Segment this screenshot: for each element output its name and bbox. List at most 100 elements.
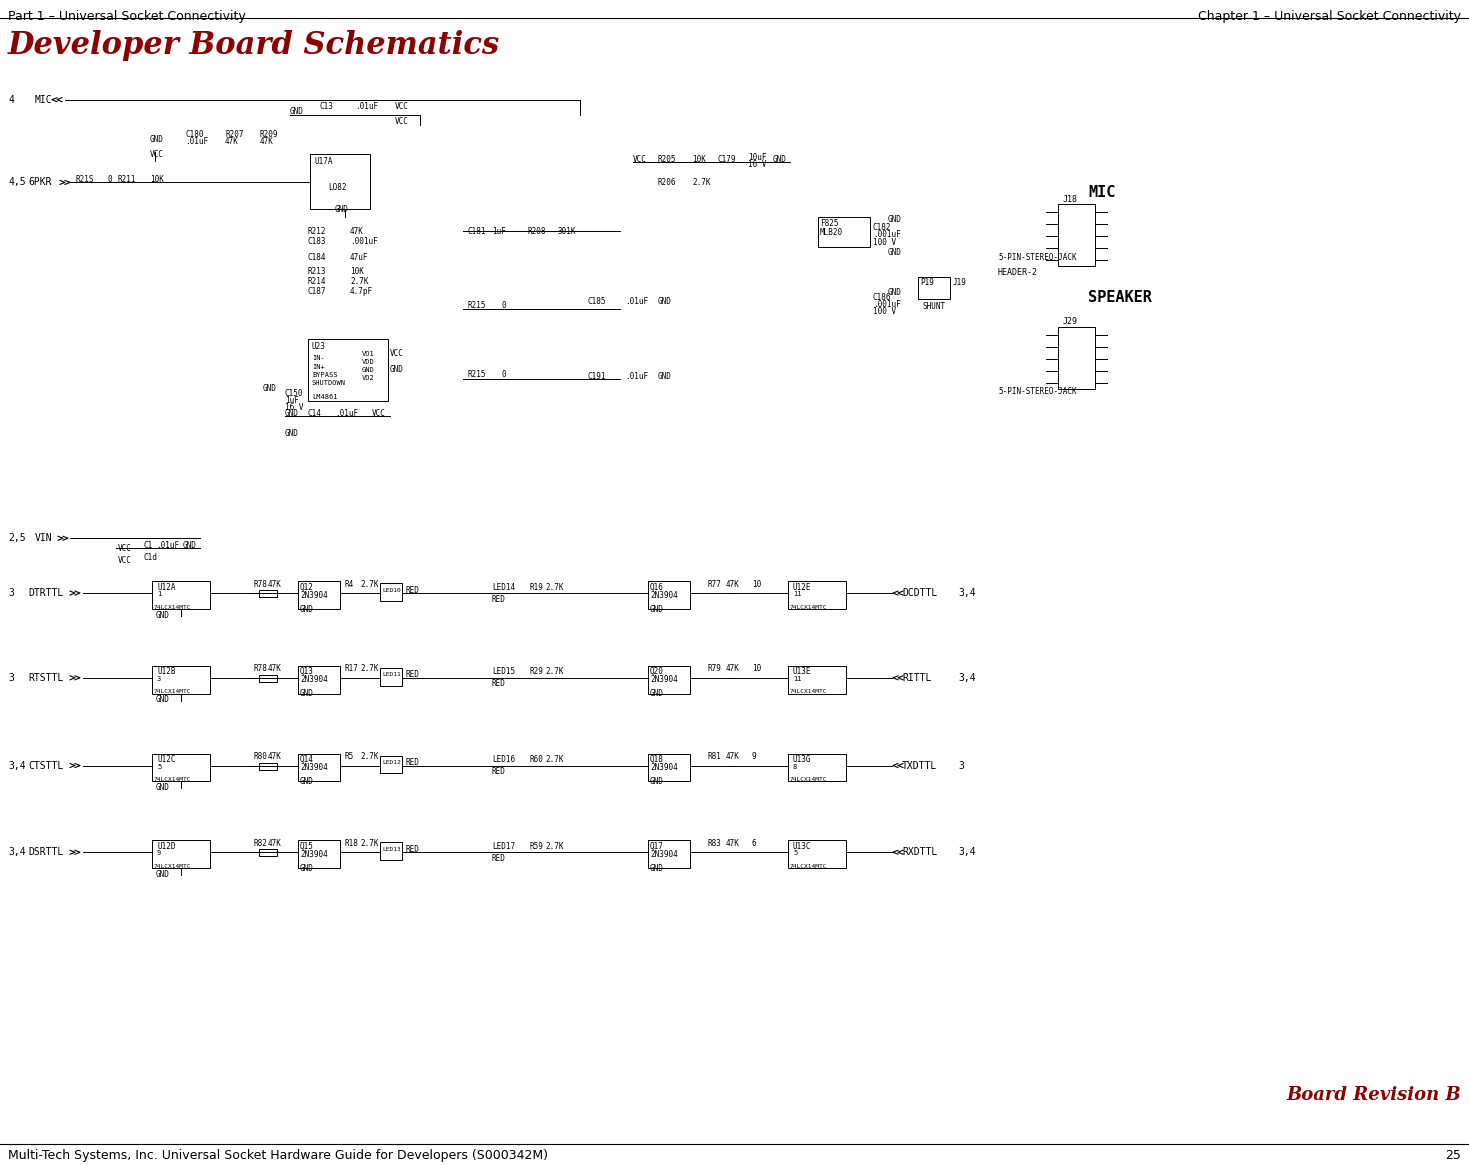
Text: R4: R4 bbox=[345, 580, 354, 588]
Text: .01uF: .01uF bbox=[156, 541, 179, 550]
Text: J29: J29 bbox=[1064, 317, 1078, 326]
Text: 2N3904: 2N3904 bbox=[300, 763, 328, 772]
Text: IN-: IN- bbox=[311, 355, 325, 361]
Text: R82: R82 bbox=[253, 839, 267, 848]
Text: LED11: LED11 bbox=[382, 672, 401, 677]
Text: GND: GND bbox=[300, 777, 314, 786]
Text: 4,5: 4,5 bbox=[7, 177, 25, 188]
Text: R213: R213 bbox=[308, 267, 326, 276]
Text: 3: 3 bbox=[7, 673, 13, 683]
Text: RED: RED bbox=[492, 854, 505, 863]
Text: VO2: VO2 bbox=[361, 375, 375, 381]
Text: RED: RED bbox=[405, 586, 420, 594]
Text: R18: R18 bbox=[345, 839, 358, 848]
Text: 47K: 47K bbox=[260, 137, 273, 146]
Text: C1d: C1d bbox=[142, 552, 157, 562]
Text: .001uF: .001uF bbox=[873, 230, 900, 239]
Text: GND: GND bbox=[184, 541, 197, 550]
Text: 10K: 10K bbox=[150, 175, 165, 184]
Text: C182: C182 bbox=[873, 223, 892, 232]
Text: RED: RED bbox=[492, 594, 505, 603]
Text: DSRTTL: DSRTTL bbox=[28, 847, 63, 857]
Text: 2N3904: 2N3904 bbox=[649, 849, 677, 859]
Text: C14: C14 bbox=[308, 409, 322, 418]
Text: 0: 0 bbox=[502, 301, 507, 310]
Text: U23: U23 bbox=[311, 343, 326, 352]
Text: R17: R17 bbox=[345, 664, 358, 673]
Text: RED: RED bbox=[405, 845, 420, 854]
Text: 74LCX14MTC: 74LCX14MTC bbox=[154, 690, 191, 694]
Text: GND: GND bbox=[649, 863, 664, 873]
Text: R208: R208 bbox=[527, 227, 546, 235]
Text: 5: 5 bbox=[793, 850, 798, 856]
Text: 2.7K: 2.7K bbox=[360, 753, 379, 761]
Text: VIN: VIN bbox=[35, 534, 53, 543]
Text: GND: GND bbox=[649, 605, 664, 614]
Text: RITTL: RITTL bbox=[902, 673, 931, 683]
Text: GND: GND bbox=[335, 205, 348, 214]
Bar bbox=[787, 666, 846, 693]
Text: LED13: LED13 bbox=[382, 847, 401, 852]
Text: 74LCX14MTC: 74LCX14MTC bbox=[154, 863, 191, 869]
Text: 47K: 47K bbox=[726, 580, 740, 588]
Text: R78: R78 bbox=[253, 580, 267, 588]
Text: GND: GND bbox=[156, 869, 170, 878]
Bar bbox=[648, 754, 690, 782]
Text: 2.7K: 2.7K bbox=[360, 580, 379, 588]
Text: 2.7K: 2.7K bbox=[350, 276, 369, 285]
Text: Multi-Tech Systems, Inc. Universal Socket Hardware Guide for Developers (S000342: Multi-Tech Systems, Inc. Universal Socke… bbox=[7, 1150, 548, 1163]
Text: 2N3904: 2N3904 bbox=[300, 676, 328, 684]
Text: VDD: VDD bbox=[361, 359, 375, 365]
Text: P19: P19 bbox=[920, 277, 934, 287]
Text: .001uF: .001uF bbox=[350, 236, 378, 246]
Text: GND: GND bbox=[649, 777, 664, 786]
Text: 3: 3 bbox=[157, 676, 162, 682]
Text: R77: R77 bbox=[708, 580, 721, 588]
Text: Board Revision B: Board Revision B bbox=[1287, 1087, 1462, 1104]
Text: LED12: LED12 bbox=[382, 760, 401, 765]
Text: .01uF: .01uF bbox=[335, 409, 358, 418]
Text: Part 1 – Universal Socket Connectivity: Part 1 – Universal Socket Connectivity bbox=[7, 10, 245, 23]
Text: RED: RED bbox=[405, 758, 420, 767]
Text: 0: 0 bbox=[502, 370, 507, 380]
Bar bbox=[380, 842, 403, 860]
Text: 47K: 47K bbox=[267, 839, 282, 848]
Text: Q20: Q20 bbox=[649, 668, 664, 677]
Bar bbox=[648, 666, 690, 693]
Text: GND: GND bbox=[773, 155, 787, 164]
Text: 3,4: 3,4 bbox=[7, 847, 25, 857]
Text: LED14: LED14 bbox=[492, 582, 516, 592]
Text: 2.7K: 2.7K bbox=[360, 664, 379, 673]
Text: GND: GND bbox=[887, 288, 902, 297]
Text: 47K: 47K bbox=[726, 839, 740, 848]
Text: 25: 25 bbox=[1445, 1150, 1462, 1163]
Bar bbox=[818, 218, 870, 247]
Text: C185: C185 bbox=[588, 297, 607, 305]
Text: R215: R215 bbox=[469, 301, 486, 310]
Text: R83: R83 bbox=[708, 839, 721, 848]
Text: .01uF: .01uF bbox=[624, 297, 648, 305]
Text: 5: 5 bbox=[157, 763, 162, 770]
Text: C181: C181 bbox=[469, 227, 486, 235]
Text: 4: 4 bbox=[7, 94, 13, 105]
Text: C150: C150 bbox=[285, 389, 304, 398]
Text: CTSTTL: CTSTTL bbox=[28, 761, 63, 770]
Text: 3,4: 3,4 bbox=[7, 761, 25, 770]
Text: 74LCX14MTC: 74LCX14MTC bbox=[790, 863, 827, 869]
Bar bbox=[308, 339, 388, 401]
Text: 2N3904: 2N3904 bbox=[649, 676, 677, 684]
Text: R214: R214 bbox=[308, 276, 326, 285]
Text: LED15: LED15 bbox=[492, 668, 516, 677]
Bar bbox=[259, 675, 278, 682]
Text: GND: GND bbox=[300, 690, 314, 698]
Bar bbox=[151, 666, 210, 693]
Text: GND: GND bbox=[658, 297, 671, 305]
Text: GND: GND bbox=[285, 409, 298, 418]
Text: GND: GND bbox=[300, 605, 314, 614]
Text: VCC: VCC bbox=[633, 155, 646, 164]
Text: R78: R78 bbox=[253, 664, 267, 673]
Text: R5: R5 bbox=[345, 753, 354, 761]
Text: 11: 11 bbox=[793, 591, 802, 598]
Text: 2N3904: 2N3904 bbox=[300, 591, 328, 600]
Text: GND: GND bbox=[156, 783, 170, 792]
